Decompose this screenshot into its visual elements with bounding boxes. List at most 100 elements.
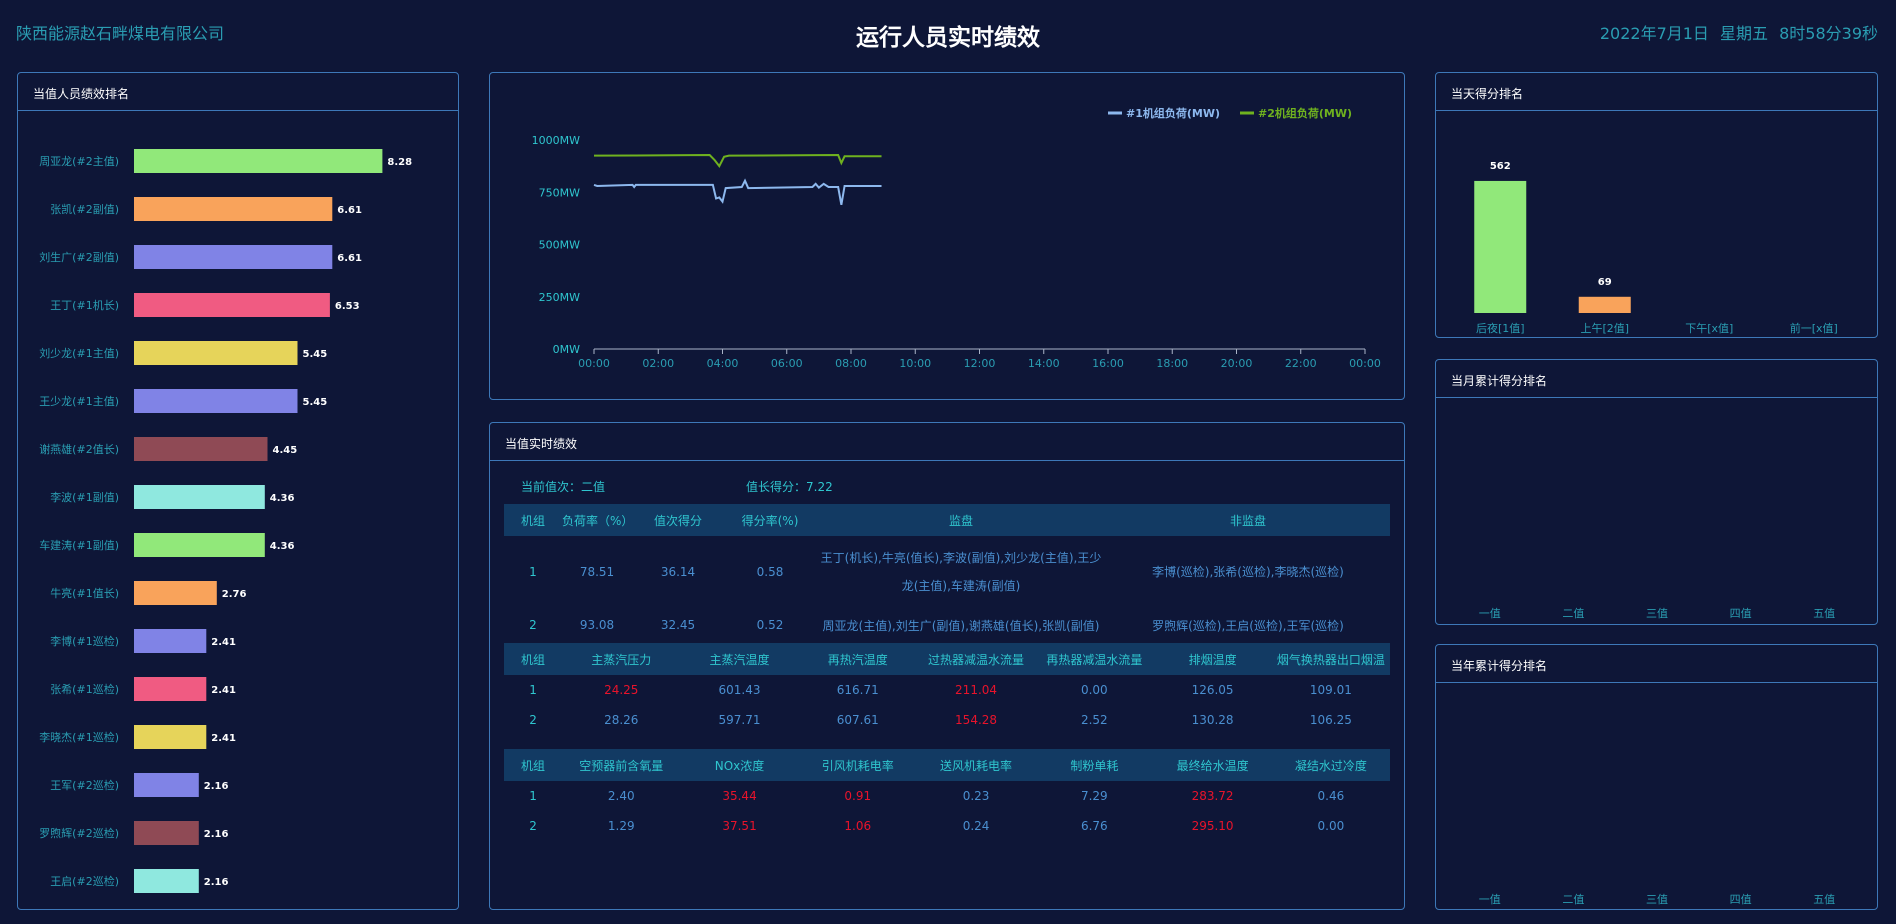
- x-tick-label: 下午[x值]: [1685, 322, 1733, 335]
- bar: [134, 389, 298, 413]
- table-row: 2 93.08 32.45 0.52 周亚龙(主值),刘生广(副值),谢燕雄(值长),张…: [504, 608, 1390, 642]
- bar: [134, 581, 217, 605]
- table-cell: 0.91: [844, 789, 872, 803]
- table-cell: 0.00: [1080, 683, 1108, 697]
- bar: [134, 725, 207, 749]
- x-tick-label: 五值: [1813, 607, 1835, 620]
- table-cell: 36.14: [660, 565, 696, 579]
- table-cell: 2: [529, 618, 537, 632]
- bar-value: 4.45: [273, 445, 298, 456]
- bar-label: 张希(#1巡检): [50, 682, 119, 696]
- bar: [134, 629, 207, 653]
- bar-value: 4.36: [270, 541, 295, 552]
- table-cell: 罗煦辉(巡检),王启(巡检),王军(巡检): [1152, 618, 1344, 633]
- table-cell: 1: [529, 789, 537, 803]
- bar-label: 刘生广(#2副值): [39, 250, 119, 264]
- x-tick-label: 04:00: [707, 357, 739, 370]
- current-shift: 当前值次：二值: [521, 480, 606, 494]
- bar-value: 6.53: [335, 301, 360, 312]
- efficiency-params-table: 机组 空预器前含氧量 NOx浓度 引风机耗电率 送风机耗电率 制粉单耗 最终给水温度 凝结水过…: [504, 749, 1390, 841]
- table-cell: 0.24: [962, 819, 990, 833]
- year-ranking-panel: 当年累计得分排名 一值 二值 三值 四值 五值: [1435, 644, 1878, 910]
- x-tick-label: 前一[x值]: [1790, 321, 1838, 335]
- bar-label: 刘少龙(#1主值): [39, 347, 119, 360]
- table-cell: 154.28: [955, 713, 998, 727]
- table-cell: 597.71: [718, 713, 761, 727]
- x-tick-label: 四值: [1730, 893, 1752, 906]
- column-header: 机组: [504, 504, 562, 536]
- table-cell: 78.51: [579, 565, 615, 579]
- bar-value: 2.41: [211, 733, 236, 744]
- divider: [490, 460, 1404, 461]
- x-tick-label: 一值: [1479, 607, 1501, 620]
- x-tick-label: 后夜[1值]: [1476, 321, 1525, 335]
- table-cell: 130.28: [1191, 713, 1234, 727]
- load-chart-panel: 0MW 250MW 500MW 750MW 1000MW 00:00 02:00 04:00 0…: [489, 72, 1405, 400]
- bar-label: 谢燕雄(#2值长): [39, 442, 119, 456]
- column-header: 负荷率（%）: [562, 504, 633, 536]
- x-tick-label: 三值: [1646, 893, 1668, 906]
- table-cell: 211.04: [955, 683, 998, 697]
- table-row: 1 2.40 35.44 0.91 0.23 7.29 283.72 0.46: [504, 781, 1390, 811]
- table-cell: 0.52: [756, 618, 784, 632]
- x-tick-label: 00:00: [578, 357, 610, 370]
- table-cell: 0.23: [962, 789, 990, 803]
- table-cell: 93.08: [579, 618, 615, 632]
- bar-value: 6.61: [337, 205, 362, 216]
- bar: [134, 245, 333, 269]
- day-ranking-panel: 当天得分排名 后夜[1值] 562 上午[2值] 69 下午[x值] 前一[x值]: [1435, 72, 1878, 338]
- load-line-chart: 0MW 250MW 500MW 750MW 1000MW 00:00 02:00 04:00 0…: [532, 106, 1381, 370]
- table-cell: 126.05: [1191, 683, 1234, 697]
- bar-label: 王启(#2巡检): [50, 874, 119, 888]
- table-cell: 32.45: [660, 618, 696, 632]
- bar: [134, 821, 199, 845]
- x-tick-label: 14:00: [1028, 357, 1060, 370]
- x-tick-label: 二值: [1562, 607, 1584, 620]
- ranking-chart: 周亚龙(#2主值) 8.28 张凯(#2副值) 6.61 刘生广(#2副值) 6.61 王丁…: [39, 149, 412, 893]
- table-cell: 0.00: [1317, 819, 1345, 833]
- table-cell: 1.29: [607, 819, 635, 833]
- x-tick-label: 三值: [1646, 607, 1668, 620]
- x-tick-label: 10:00: [899, 357, 931, 370]
- panel-title: 当值实时绩效: [505, 437, 578, 451]
- panel-title: 当天得分排名: [1451, 87, 1524, 101]
- bar: [134, 485, 265, 509]
- table-cell: 0.46: [1317, 789, 1345, 803]
- bar: [1578, 296, 1631, 313]
- x-tick-label: 20:00: [1221, 357, 1253, 370]
- divider: [1436, 397, 1877, 398]
- series-line-1: [593, 178, 882, 205]
- table-cell: 607.61: [836, 713, 879, 727]
- legend-label: #1机组负荷(MW): [1126, 106, 1220, 120]
- column-header: 再热器减温水流量: [1035, 643, 1154, 675]
- bar: [134, 677, 207, 701]
- x-tick-label: 22:00: [1285, 357, 1317, 370]
- divider: [18, 110, 458, 111]
- bar: [134, 869, 199, 893]
- column-header: 主蒸汽压力: [562, 643, 681, 675]
- panel-title: 当月累计得分排名: [1451, 374, 1548, 388]
- bar-value: 4.36: [270, 493, 295, 504]
- month-ranking-panel: 当月累计得分排名 一值 二值 三值 四值 五值: [1435, 359, 1878, 625]
- divider: [1436, 110, 1877, 111]
- bar: [1474, 180, 1527, 313]
- y-tick-label: 1000MW: [532, 134, 580, 147]
- panel-title: 当年累计得分排名: [1451, 659, 1548, 673]
- bar-value: 69: [1598, 277, 1612, 288]
- x-tick-label: 06:00: [771, 357, 803, 370]
- x-tick-label: 上午[2值]: [1580, 322, 1629, 335]
- column-header: 再热汽温度: [798, 643, 917, 675]
- column-header: 机组: [504, 749, 563, 781]
- x-tick-label: 08:00: [835, 357, 867, 370]
- bar-label: 李晓杰(#1巡检): [39, 730, 119, 744]
- bar-label: 周亚龙(#2主值): [39, 155, 119, 168]
- x-tick-label: 00:00: [1349, 357, 1381, 370]
- y-tick-label: 750MW: [539, 186, 580, 199]
- column-header: 排烟温度: [1153, 643, 1272, 675]
- bar-value: 5.45: [303, 349, 328, 360]
- bar-label: 王丁(#1机长): [50, 298, 119, 312]
- column-header: 送风机耗电率: [916, 749, 1036, 781]
- table-cell: 2: [529, 713, 537, 727]
- bar: [134, 773, 199, 797]
- column-header: 监盘: [816, 504, 1106, 536]
